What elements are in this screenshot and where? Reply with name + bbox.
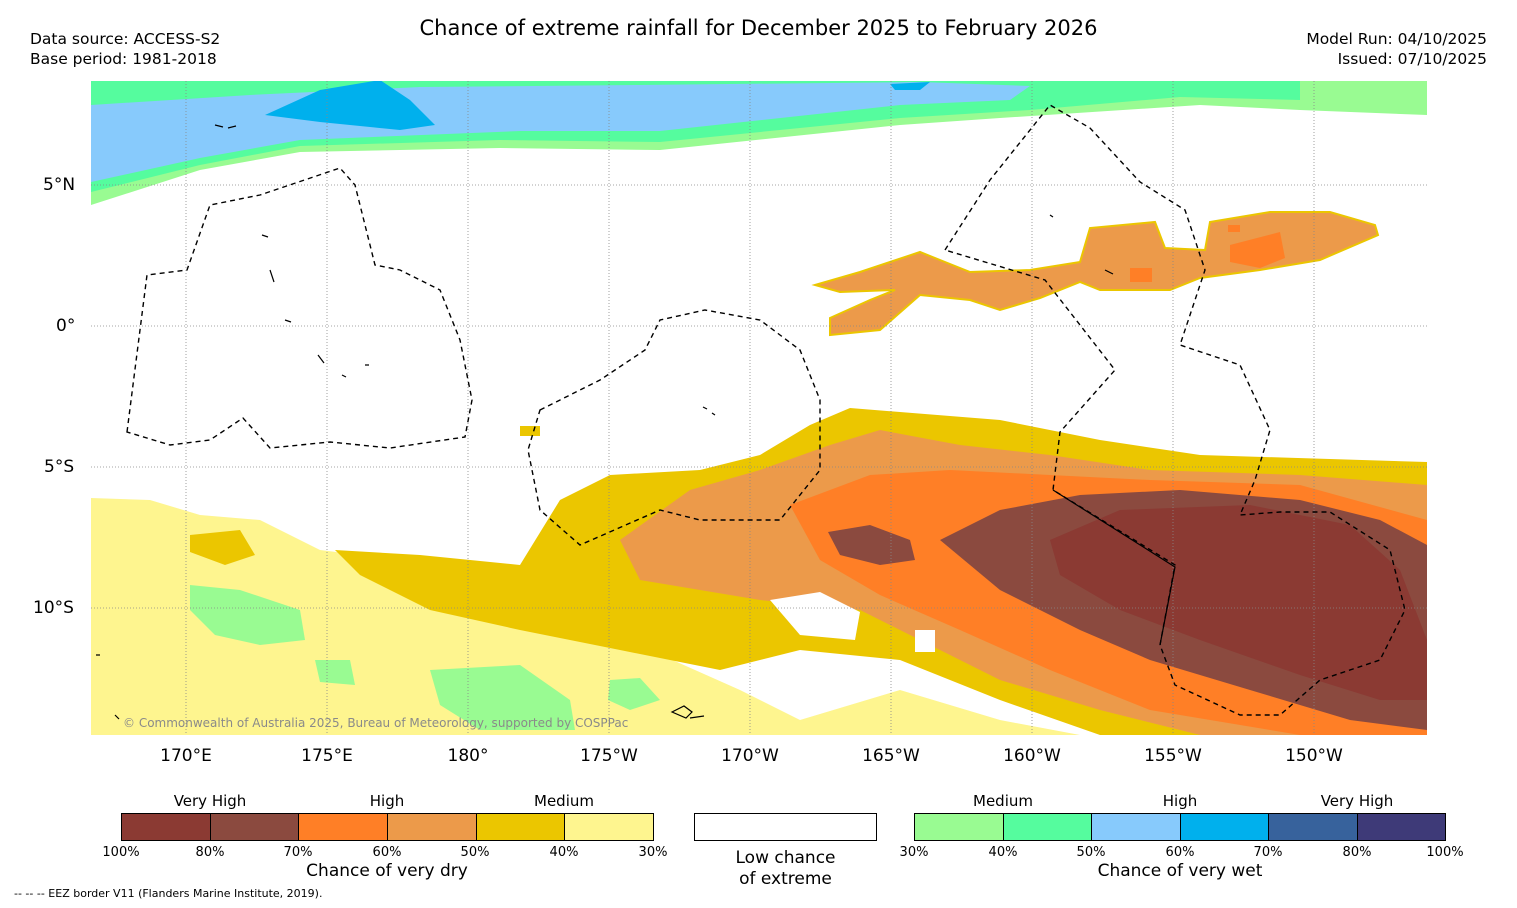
lat-label: 10°S — [33, 598, 74, 618]
legend-wet-colorbar — [914, 813, 1446, 841]
dry-spot-small — [520, 426, 540, 436]
legend-swatch — [1357, 814, 1445, 840]
legend-wet-tick: 60% — [1165, 845, 1195, 860]
legend-dry-title: Chance of very dry — [306, 861, 468, 881]
issued-date: Issued: 07/10/2025 — [1337, 49, 1487, 68]
legend-wet-tick: 40% — [988, 845, 1018, 860]
eez-borders — [126, 104, 1406, 716]
legend-dry-tick: 50% — [460, 845, 490, 860]
lon-label: 170°E — [160, 746, 212, 766]
legend-low-line1: Low chance — [735, 848, 836, 868]
legend-low-label: Low chance of extreme — [694, 848, 877, 890]
legend-dry-tick: 30% — [638, 845, 668, 860]
wet-patch-sw-1 — [190, 585, 305, 645]
dry-strip-spot-60c — [1228, 225, 1240, 232]
wet-band-north-60 — [265, 81, 435, 130]
map-title: Chance of extreme rainfall for December … — [419, 16, 1098, 40]
lon-label: 150°W — [1285, 746, 1343, 766]
eez-border-line-islands — [943, 104, 1406, 716]
legend-swatch — [1269, 814, 1358, 840]
legend-dry-category: Medium — [534, 792, 594, 810]
legend-dry-category: Very High — [173, 792, 247, 810]
low-gap-2 — [915, 630, 935, 652]
island-marks — [96, 124, 1114, 720]
legend-wet-tick: 100% — [1426, 845, 1464, 860]
legend-dry-tick: 60% — [372, 845, 402, 860]
legend-swatch — [1092, 814, 1181, 840]
eez-footnote: -- -- -- EEZ border V11 (Flanders Marine… — [14, 887, 323, 900]
dry-plume-90 — [1050, 505, 1427, 700]
dry-strip-spot-60a — [1230, 232, 1285, 268]
lon-label: 175°E — [301, 746, 353, 766]
grid-lines — [91, 81, 1427, 735]
maritime-boundary-line — [1052, 489, 1176, 646]
lon-label: 165°W — [862, 746, 920, 766]
wet-spot-north — [890, 82, 930, 90]
legend-low-line2: of extreme — [739, 869, 832, 889]
dry-strip-spot-60b — [1130, 268, 1152, 282]
data-info: Data source: ACCESS-S2 Base period: 1981… — [30, 30, 220, 69]
legend-swatch — [210, 814, 300, 840]
lat-label: 5°N — [43, 175, 76, 195]
legend-dry-tick: 100% — [102, 845, 140, 860]
legend-swatch — [565, 814, 654, 840]
data-source: Data source: ACCESS-S2 — [30, 30, 221, 48]
dry-strip-north-50 — [811, 211, 1380, 337]
lon-label: 175°W — [580, 746, 638, 766]
legend-dry-category: High — [369, 792, 405, 810]
dry-patch-mid-80 — [828, 525, 915, 565]
legend-swatch — [476, 814, 566, 840]
wet-patch-sw-2 — [315, 660, 355, 685]
legend-dry-tick: 80% — [195, 845, 225, 860]
legend-swatch — [299, 814, 389, 840]
wet-patch-sw-3 — [430, 665, 575, 730]
dry-patch-west-40 — [190, 530, 255, 565]
model-run: Model Run: 04/10/2025 — [1306, 30, 1487, 48]
legend-dry-tick: 40% — [549, 845, 579, 860]
legend-wet-title: Chance of very wet — [1097, 861, 1263, 881]
legend-wet-tick: 80% — [1342, 845, 1372, 860]
eez-border-phoenix — [527, 309, 821, 546]
legend-wet-category: High — [1162, 792, 1198, 810]
lon-label: 160°W — [1003, 746, 1061, 766]
legend-wet-tick: 30% — [899, 845, 929, 860]
lat-label: 5°S — [44, 457, 75, 477]
legend-wet-tick: 50% — [1076, 845, 1106, 860]
legend-swatch — [122, 814, 211, 840]
legend-wet-tick: 70% — [1253, 845, 1283, 860]
lon-label: 155°W — [1144, 746, 1202, 766]
legend-wet-category: Very High — [1320, 792, 1394, 810]
copyright-note: © Commonwealth of Australia 2025, Bureau… — [123, 716, 629, 730]
lon-label: 180° — [447, 746, 489, 766]
eez-border-kiribati-west — [126, 167, 473, 449]
legend-swatch — [915, 814, 1004, 840]
low-gap-1 — [770, 592, 860, 640]
legend-dry-colorbar — [121, 813, 654, 841]
lat-label: 0° — [56, 316, 76, 336]
lon-label: 170°W — [721, 746, 779, 766]
legend-swatch — [1180, 814, 1269, 840]
run-info: Model Run: 04/10/2025 Issued: 07/10/2025 — [1306, 30, 1487, 69]
legend-low-box — [694, 813, 877, 841]
rainfall-map — [91, 81, 1427, 735]
wet-patch-sw-4 — [608, 678, 660, 710]
legend-swatch — [1003, 814, 1092, 840]
legend-dry-tick: 70% — [283, 845, 313, 860]
base-period: Base period: 1981-2018 — [30, 49, 217, 68]
legend-wet-category: Medium — [973, 792, 1033, 810]
legend-swatch — [388, 814, 477, 840]
